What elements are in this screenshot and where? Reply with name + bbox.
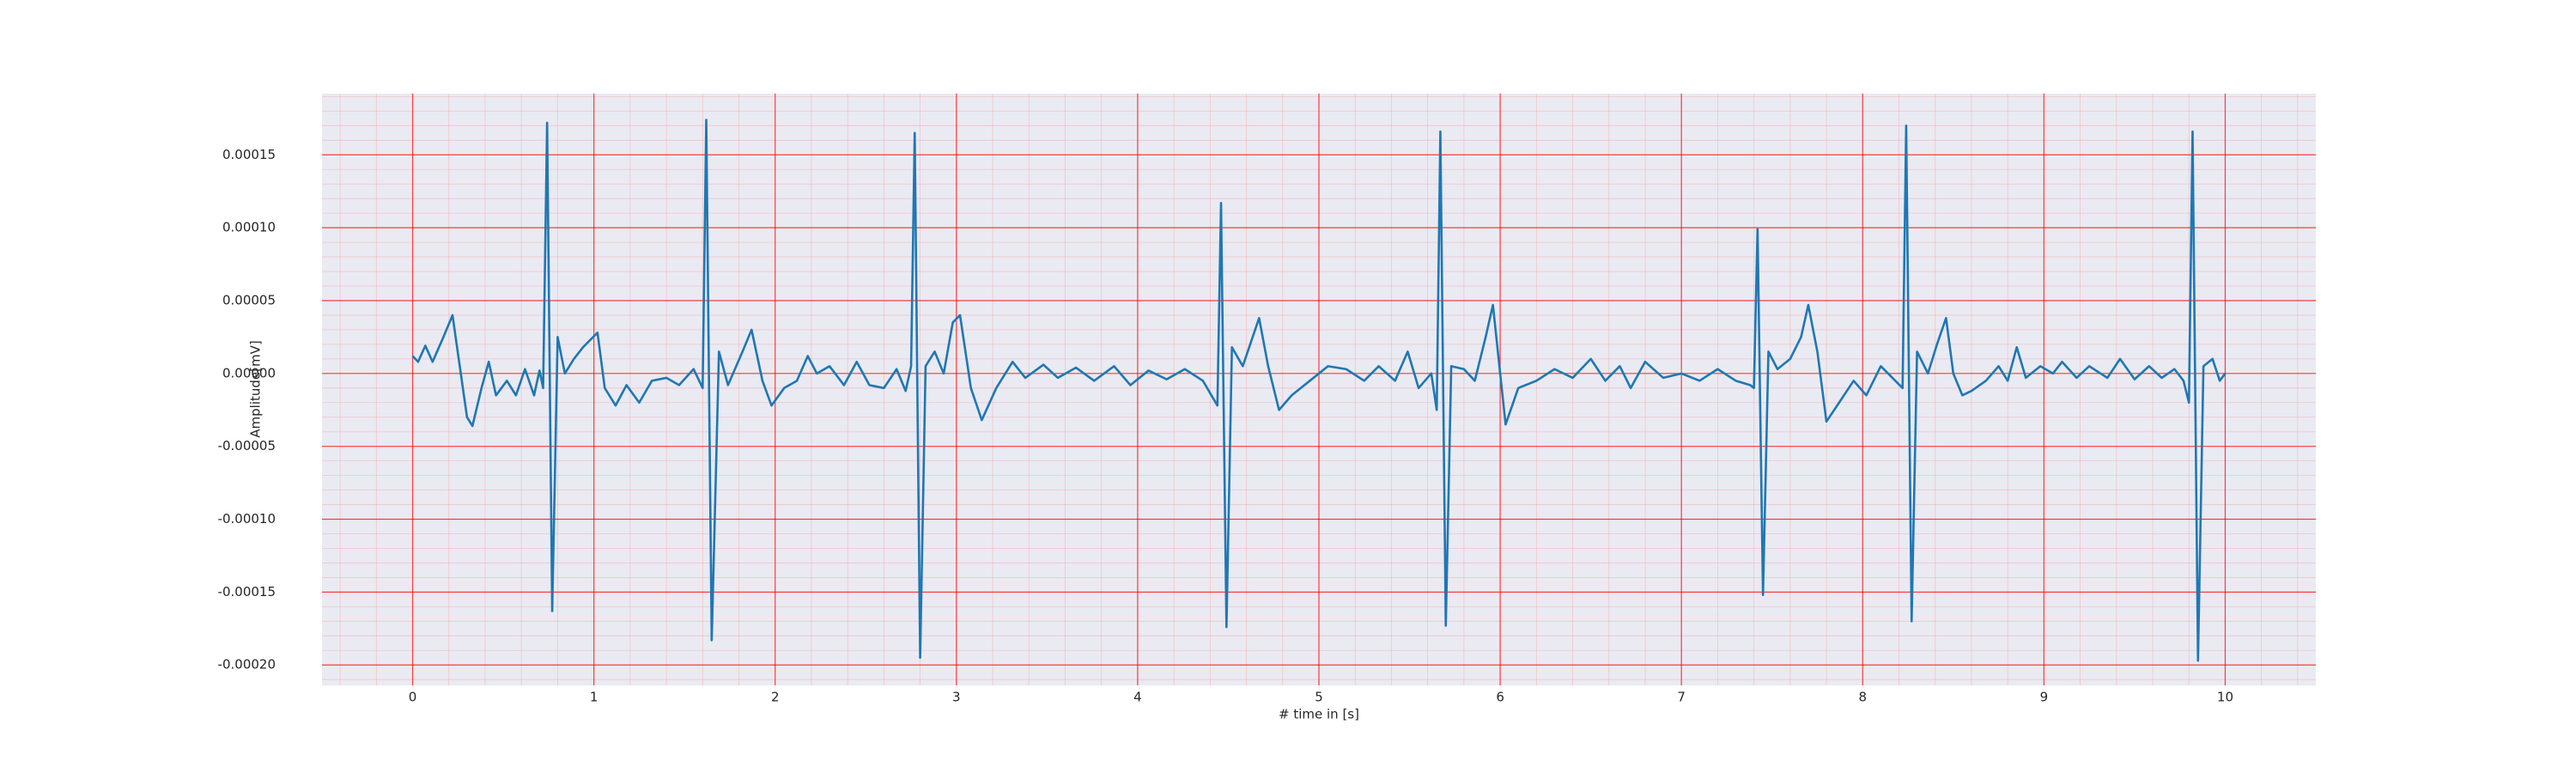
- ecg-line: [411, 119, 2227, 662]
- y-tick-label: 0.00015: [222, 147, 276, 162]
- marks: [411, 119, 2227, 662]
- y-axis-label: Amplitude[mV]: [248, 340, 264, 437]
- y-tick-label: 0.00000: [222, 365, 276, 380]
- x-axis-label: # time in [s]: [1279, 707, 1359, 722]
- y-tick-label: -0.00020: [218, 657, 276, 673]
- x-tick-label: 5: [1315, 690, 1323, 705]
- x-tick-label: 8: [1858, 690, 1867, 705]
- y-tick-label: 0.00010: [222, 220, 276, 235]
- x-tick-label: 10: [2217, 690, 2233, 705]
- x-tick-label: 4: [1133, 690, 1142, 705]
- y-tick-label: -0.00005: [218, 438, 276, 453]
- x-tick-label: 1: [590, 690, 598, 705]
- y-tick-label: 0.00005: [222, 292, 276, 307]
- y-tick-label: -0.00015: [218, 584, 276, 600]
- x-tick-label: 0: [409, 690, 417, 705]
- x-tick-label: 9: [2040, 690, 2049, 705]
- x-tick-label: 2: [771, 690, 780, 705]
- x-tick-label: 6: [1496, 690, 1504, 705]
- x-tick-label: 7: [1677, 690, 1686, 705]
- grid: [322, 94, 2316, 685]
- y-tick-label: -0.00010: [218, 511, 276, 526]
- x-tick-label: 3: [952, 690, 961, 705]
